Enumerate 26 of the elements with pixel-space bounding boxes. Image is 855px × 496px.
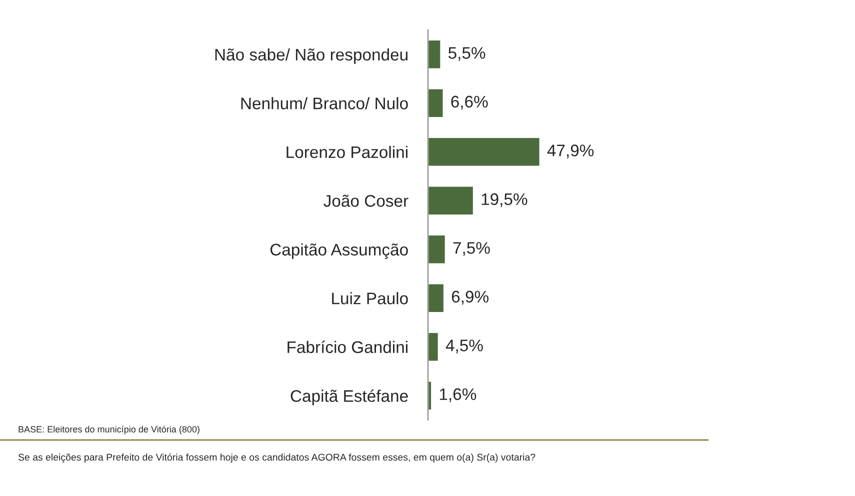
y-tick-label: Fabrício Gandini	[288, 340, 408, 354]
bar	[428, 39, 442, 70]
bar	[428, 136, 541, 168]
y-tick-label: Luiz Paulo	[332, 292, 408, 304]
y-tick-label: Capitão Assumção	[270, 243, 408, 259]
y-tick-label: Capitã Estéfane	[290, 389, 408, 406]
bar	[428, 332, 440, 362]
bar	[428, 282, 445, 314]
data-label: 4,5%	[446, 340, 483, 354]
y-tick-label: Lorenzo Pazolini	[286, 146, 408, 158]
y-tick-label: Nenhum/ Branco/ Nulo	[241, 97, 408, 110]
data-label: 47,9%	[547, 144, 594, 158]
bar	[428, 234, 446, 265]
data-label: 19,5%	[482, 193, 528, 208]
data-label: 6,9%	[452, 290, 488, 305]
data-label: 6,6%	[451, 96, 488, 110]
text: BASE: Eleitores do município de Vitória (800)	[18, 426, 200, 434]
bar	[428, 88, 444, 118]
y-tick-label: Não sabe/ Não respondeu	[215, 48, 408, 64]
bar	[428, 380, 432, 411]
bar	[428, 185, 474, 216]
y-tick-label: João Coser	[324, 194, 408, 207]
text: Se as eleições para Prefeito de Vitória fossem hoje e os candidatos AGORA fossem esses, em quem o(a) Sr(a) votaria?	[18, 453, 536, 463]
data-label: 1,6%	[440, 388, 476, 402]
data-label: 7,5%	[453, 242, 490, 256]
data-label: 5,5%	[448, 47, 486, 61]
